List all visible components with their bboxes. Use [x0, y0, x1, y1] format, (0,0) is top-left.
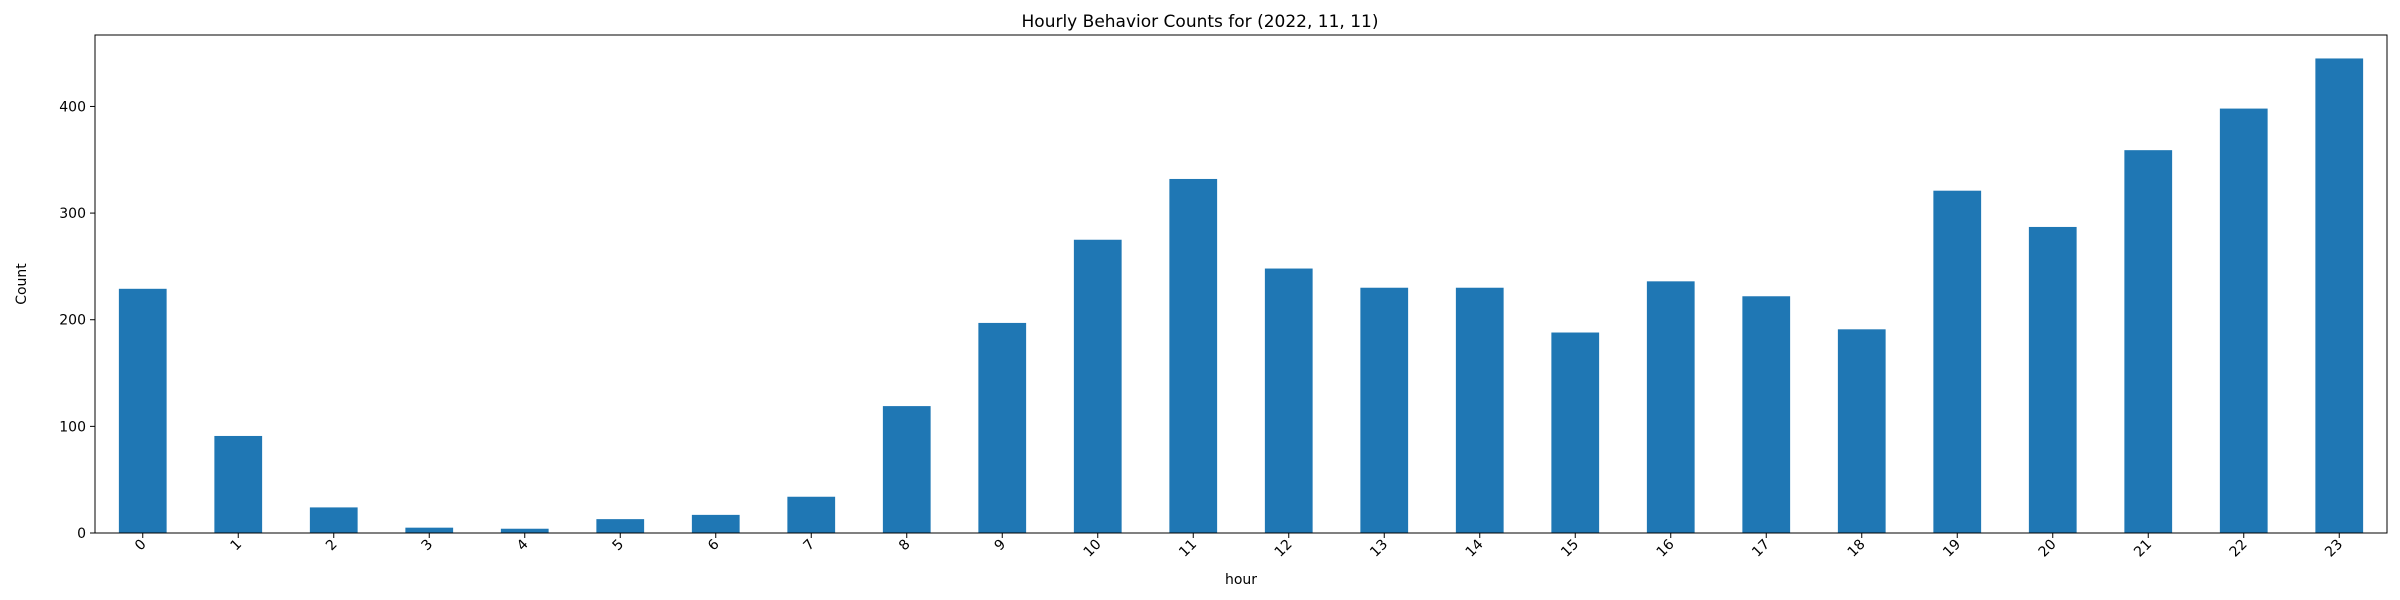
x-tick-label: 16 — [1654, 536, 1678, 560]
x-tick-label: 4 — [514, 536, 532, 554]
plot-frame — [94, 34, 2388, 534]
y-tick-label: 300 — [59, 206, 86, 222]
y-axis: 0 100 200 300 400 — [59, 99, 95, 542]
x-tick-label: 1 — [227, 537, 245, 555]
x-tick-label: 3 — [418, 537, 436, 555]
x-tick-label: 7 — [800, 537, 818, 555]
x-tick-label: 0 — [132, 537, 150, 555]
bars-group — [118, 58, 2364, 534]
bar-hour-3 — [405, 527, 454, 533]
bar-hour-5 — [596, 519, 645, 533]
x-tick-label: 22 — [2227, 537, 2251, 561]
x-tick-label: 9 — [991, 537, 1009, 555]
bar-hour-8 — [882, 406, 931, 533]
x-tick-label: 13 — [1367, 537, 1391, 561]
bar-hour-14 — [1455, 287, 1504, 533]
chart-title: Hourly Behavior Counts for (2022, 11, 11… — [1022, 12, 1379, 32]
bar-hour-2 — [309, 507, 358, 533]
x-tick-label: 11 — [1176, 537, 1200, 561]
bar-hour-20 — [2028, 226, 2077, 533]
x-tick-label: 20 — [2036, 537, 2060, 561]
y-tick-label: 100 — [59, 419, 86, 435]
bar-hour-9 — [978, 322, 1027, 533]
x-tick-label: 17 — [1749, 537, 1773, 561]
bar-hour-11 — [1169, 178, 1218, 533]
bar-hour-19 — [1933, 190, 1982, 533]
bar-hour-16 — [1646, 281, 1695, 533]
y-tick-label: 200 — [59, 313, 86, 329]
x-tick-label: 10 — [1081, 537, 1105, 561]
bar-hour-0 — [118, 288, 167, 533]
x-axis: 0 1 2 3 4 5 6 7 8 9 10 11 12 13 14 15 16 17 18 19 20 21 22 23 — [132, 533, 2346, 560]
x-tick-label: 19 — [1940, 537, 1964, 561]
x-tick-label: 2 — [323, 537, 341, 555]
bar-hour-15 — [1551, 332, 1600, 533]
bar-hour-13 — [1360, 287, 1409, 533]
bar-hour-10 — [1073, 239, 1122, 533]
y-tick-label: 400 — [59, 99, 86, 115]
x-tick-label: 21 — [2131, 537, 2155, 561]
bar-hour-23 — [2315, 58, 2364, 533]
bar-hour-21 — [2124, 150, 2173, 533]
x-tick-label: 23 — [2322, 537, 2346, 561]
x-tick-label: 8 — [896, 537, 914, 555]
x-tick-label: 6 — [705, 536, 723, 554]
x-axis-label: hour — [1225, 572, 1257, 588]
y-axis-label: Count — [14, 263, 30, 305]
bar-hour-17 — [1742, 296, 1791, 533]
x-tick-label: 12 — [1272, 537, 1296, 561]
bar-hour-4 — [500, 528, 549, 533]
y-tick-label: 0 — [77, 526, 86, 542]
x-tick-label: 5 — [609, 537, 627, 555]
bar-hour-22 — [2219, 108, 2268, 534]
x-tick-label: 18 — [1845, 537, 1869, 561]
bar-hour-6 — [691, 514, 740, 533]
bar-hour-1 — [214, 435, 263, 533]
bar-hour-18 — [1837, 329, 1886, 533]
x-tick-label: 14 — [1463, 536, 1487, 560]
x-tick-label: 15 — [1558, 537, 1582, 561]
bar-hour-12 — [1264, 268, 1313, 533]
bar-hour-7 — [787, 496, 836, 533]
